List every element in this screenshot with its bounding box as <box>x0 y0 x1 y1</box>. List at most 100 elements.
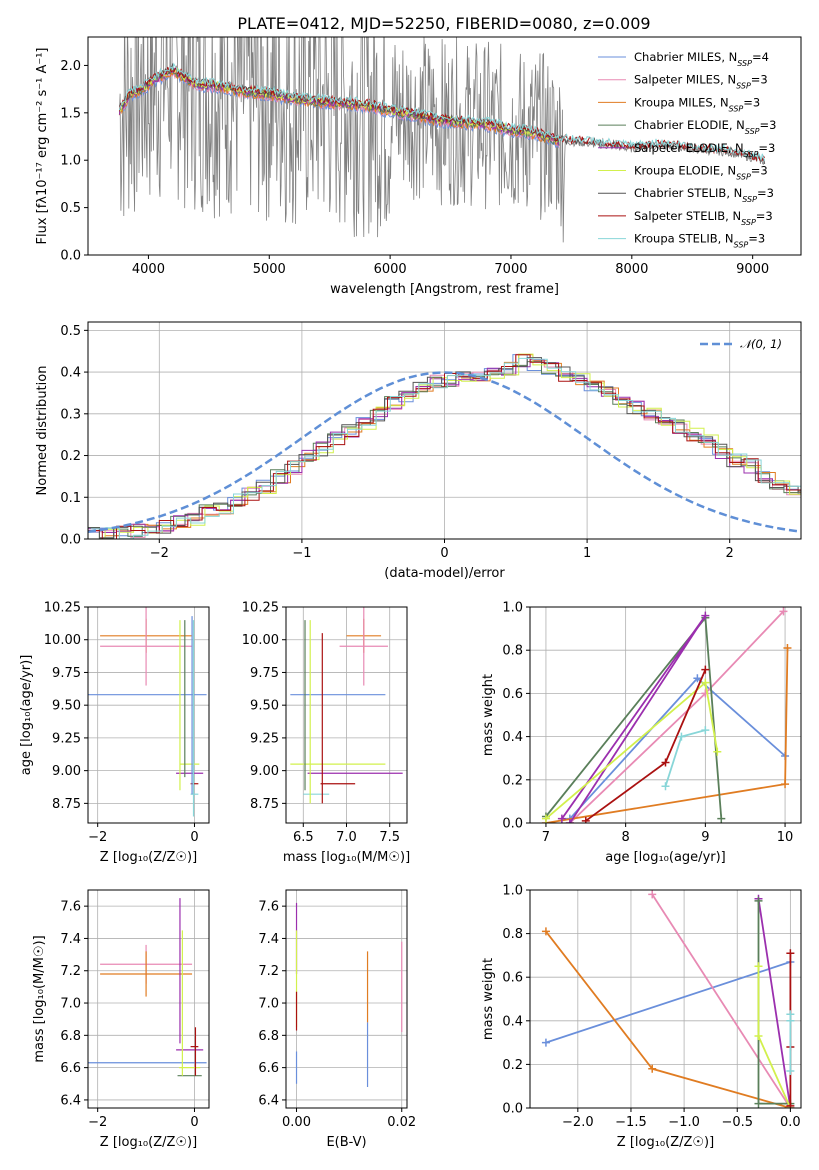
y-tick-label: 0.0 <box>60 533 81 548</box>
panel-3: 6.5 7.0 7.5 8.75 9.00 9.25 9.50 9.75 10.00 10.25 m… <box>242 601 410 866</box>
histogram-chabrier_stelib <box>88 357 801 539</box>
weight-point-chabrier_miles <box>541 1038 550 1047</box>
legend-label: Salpeter STELIB, N <box>634 209 741 223</box>
weight-point-salpeter_stelib <box>786 949 795 958</box>
normal-distribution-curve <box>88 371 801 533</box>
x-axis-label: (data-model)/error <box>384 566 505 581</box>
y-tick-label: 0.4 <box>502 730 523 745</box>
y-tick-label: 0.0 <box>502 817 523 832</box>
legend-tail: =3 <box>743 95 760 109</box>
histogram-chabrier_elodie <box>88 361 801 539</box>
y-tick-label: 9.25 <box>250 731 279 746</box>
legend-label: Salpeter MILES, N <box>634 73 736 87</box>
y-tick-label: 0.5 <box>60 324 81 339</box>
x-tick-label: −1 <box>292 546 311 561</box>
axes-frame <box>285 606 408 824</box>
weight-point-kroupa_elodie <box>541 814 550 823</box>
y-tick-label: 0.4 <box>60 366 81 381</box>
legend-label: Kroupa MILES, N <box>634 95 729 109</box>
y-axis-label: mass weight <box>481 958 496 1040</box>
plot-area <box>286 890 407 1108</box>
x-tick-label: 9 <box>701 830 709 845</box>
histogram-kroupa_stelib <box>90 357 801 539</box>
y-tick-label: 0.6 <box>502 971 523 986</box>
legend-tail: =3 <box>756 209 773 223</box>
x-tick-label: 0 <box>440 546 448 561</box>
panel-0: 4000 5000 6000 7000 8000 9000 0.0 0.5 1.0 1.5 2.0 w… <box>35 36 802 297</box>
plot-area <box>88 322 801 539</box>
legend-tail: =3 <box>751 73 768 87</box>
weight-series-chabrier_miles <box>545 961 791 1044</box>
y-tick-label: 9.25 <box>52 731 81 746</box>
x-axis-label: age [log₁₀(age/yr)] <box>605 850 726 865</box>
x-tick-label: 6.5 <box>293 830 314 845</box>
y-tick-label: 6.6 <box>60 1061 81 1076</box>
weight-point-salpeter_stelib <box>786 1101 795 1108</box>
weight-point-chabrier_elodie <box>754 1099 763 1108</box>
weight-point-kroupa_elodie <box>754 962 763 971</box>
weight-point-salpeter_elodie <box>565 819 574 823</box>
y-tick-label: 10.00 <box>44 633 81 648</box>
y-tick-label: 8.75 <box>250 797 279 812</box>
axes-frame <box>87 889 210 1109</box>
x-tick-label: 0.00 <box>282 1115 311 1130</box>
y-tick-label: 7.2 <box>60 964 81 979</box>
panel-4: 7 8 9 10 0.0 0.2 0.4 0.6 0.8 1.0 age [log₁₀(age/yr… <box>481 601 802 865</box>
weight-point-kroupa_stelib <box>786 1016 795 1025</box>
y-tick-label: 1.0 <box>502 601 523 616</box>
legend-label: Chabrier MILES, N <box>634 50 737 64</box>
weight-point-salpeter_miles <box>779 607 788 616</box>
plot-area <box>530 890 801 1108</box>
y-tick-label: 0.8 <box>502 644 523 659</box>
y-tick-label: 10.25 <box>242 601 279 616</box>
legend-subscript: SSP <box>736 172 751 181</box>
y-axis-label: mass weight <box>481 674 496 756</box>
weight-point-kroupa_stelib <box>786 1066 795 1075</box>
y-axis-label: age [log₁₀(age/yr)] <box>19 655 34 776</box>
histogram-legend: 𝒩(0, 1) <box>700 337 782 351</box>
y-tick-label: 0.4 <box>502 1014 523 1029</box>
legend-entry-normal: 𝒩(0, 1) <box>740 337 782 351</box>
x-tick-label: 0.02 <box>387 1115 416 1130</box>
x-tick-label: −1.0 <box>668 1115 700 1130</box>
weight-point-kroupa_miles <box>783 644 792 653</box>
axes-frame <box>87 36 802 256</box>
axes-frame <box>87 606 210 824</box>
weight-point-salpeter_miles <box>648 890 657 899</box>
legend-entry-salpeter_stelib: Salpeter STELIB, NSSP=3 <box>634 209 773 227</box>
y-axis-label: Flux [fλ10⁻¹⁷ erg cm⁻² s⁻¹ A⁻¹] <box>35 48 50 245</box>
spectrum-title: PLATE=0412, MJD=52250, FIBERID=0080, z=0… <box>237 14 650 33</box>
y-tick-label: 0.1 <box>60 491 81 506</box>
y-tick-label: 6.6 <box>258 1061 279 1076</box>
y-tick-label: 10.25 <box>44 601 81 616</box>
x-tick-label: 7.5 <box>379 830 400 845</box>
weight-point-salpeter_stelib <box>581 816 590 823</box>
legend-entry-chabrier_miles: Chabrier MILES, NSSP=4 <box>634 50 769 68</box>
panel-1: −2 −1 0 1 2 0.0 0.1 0.2 0.3 0.4 0.5 (data-model)/er… <box>35 321 802 581</box>
x-tick-label: 7 <box>542 830 550 845</box>
x-tick-label: 6000 <box>374 262 407 277</box>
x-tick-label: 0.0 <box>780 1115 801 1130</box>
x-tick-label: 1 <box>583 546 591 561</box>
plot-area <box>286 607 407 823</box>
y-axis-label: Normed distribution <box>35 366 50 496</box>
y-tick-label: 7.4 <box>60 932 81 947</box>
legend-label: Chabrier ELODIE, N <box>634 118 745 132</box>
y-tick-label: 9.00 <box>52 764 81 779</box>
panel-5: −2 0 6.4 6.6 6.8 7.0 7.2 7.4 7.6 Z [log₁₀(Z/Z☉)] m… <box>32 889 210 1150</box>
weight-series-kroupa_elodie <box>757 966 792 1108</box>
weight-point-salpeter_stelib <box>701 665 710 674</box>
legend-label: Salpeter ELODIE, N <box>634 141 744 155</box>
histogram-salpeter_elodie <box>88 359 801 533</box>
plot-area <box>118 37 766 243</box>
y-tick-label: 2.0 <box>60 59 81 74</box>
x-tick-label: 8000 <box>615 262 648 277</box>
weight-point-chabrier_elodie <box>717 814 726 823</box>
y-axis-label: mass [log₁₀(M/M☉)] <box>32 935 47 1062</box>
x-tick-label: −0.5 <box>721 1115 753 1130</box>
weight-series-salpeter_elodie <box>757 898 792 1108</box>
weight-series-salpeter_miles <box>651 893 792 1108</box>
weight-point-chabrier_elodie <box>754 896 763 905</box>
x-tick-label: 0 <box>190 1115 198 1130</box>
